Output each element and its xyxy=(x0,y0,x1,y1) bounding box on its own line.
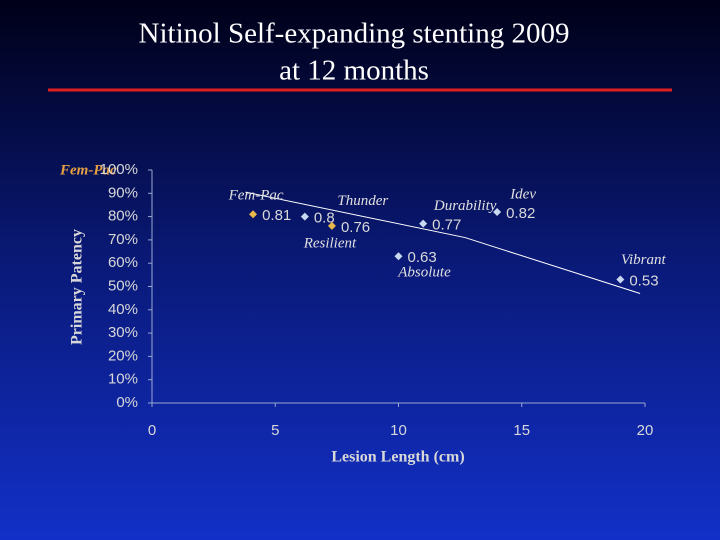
data-point xyxy=(419,219,428,228)
data-label: 0.53 xyxy=(629,272,658,289)
y-tick-label: 100% xyxy=(100,161,138,178)
point-name: Durability xyxy=(433,198,497,214)
data-point xyxy=(300,212,309,221)
data-label: 0.76 xyxy=(341,219,370,236)
x-tick-label: 5 xyxy=(271,422,279,439)
data-label: 0.63 xyxy=(408,249,437,266)
data-label: 0.8 xyxy=(314,210,335,227)
x-tick-label: 10 xyxy=(390,422,407,439)
y-tick-label: 30% xyxy=(108,324,138,341)
y-tick-label: 90% xyxy=(108,184,138,201)
y-tick-label: 20% xyxy=(108,347,138,364)
point-name: Fem-Pac xyxy=(228,188,284,204)
point-name: Idev xyxy=(509,186,536,202)
trendline xyxy=(245,191,641,294)
point-name: Vibrant xyxy=(621,252,667,268)
y-tick-label: 80% xyxy=(108,208,138,225)
data-point xyxy=(493,207,502,216)
data-point xyxy=(327,221,336,230)
data-label: 0.77 xyxy=(432,217,461,234)
data-label: 0.81 xyxy=(262,207,291,224)
x-axis-label: Lesion Length (cm) xyxy=(331,449,464,466)
x-tick-label: 20 xyxy=(637,422,654,439)
annotation: Fem-Pac xyxy=(59,162,117,178)
x-tick-label: 15 xyxy=(513,422,530,439)
point-name: Absolute xyxy=(397,265,451,281)
title: Nitinol Self-expanding stenting 2009 xyxy=(139,18,570,50)
y-tick-label: 60% xyxy=(108,254,138,271)
y-axis-label: Primary Patency xyxy=(69,229,86,345)
point-name: Resilient xyxy=(303,235,357,251)
y-tick-label: 70% xyxy=(108,231,138,248)
point-name: Thunder xyxy=(337,193,388,209)
data-label: 0.82 xyxy=(506,205,535,222)
data-point xyxy=(616,275,625,284)
data-point xyxy=(394,252,403,261)
x-tick-label: 0 xyxy=(148,422,156,439)
subtitle: at 12 months xyxy=(279,55,429,87)
y-tick-label: 10% xyxy=(108,371,138,388)
y-tick-label: 40% xyxy=(108,301,138,318)
y-tick-label: 0% xyxy=(116,394,138,411)
data-point xyxy=(249,210,258,219)
y-tick-label: 50% xyxy=(108,277,138,294)
